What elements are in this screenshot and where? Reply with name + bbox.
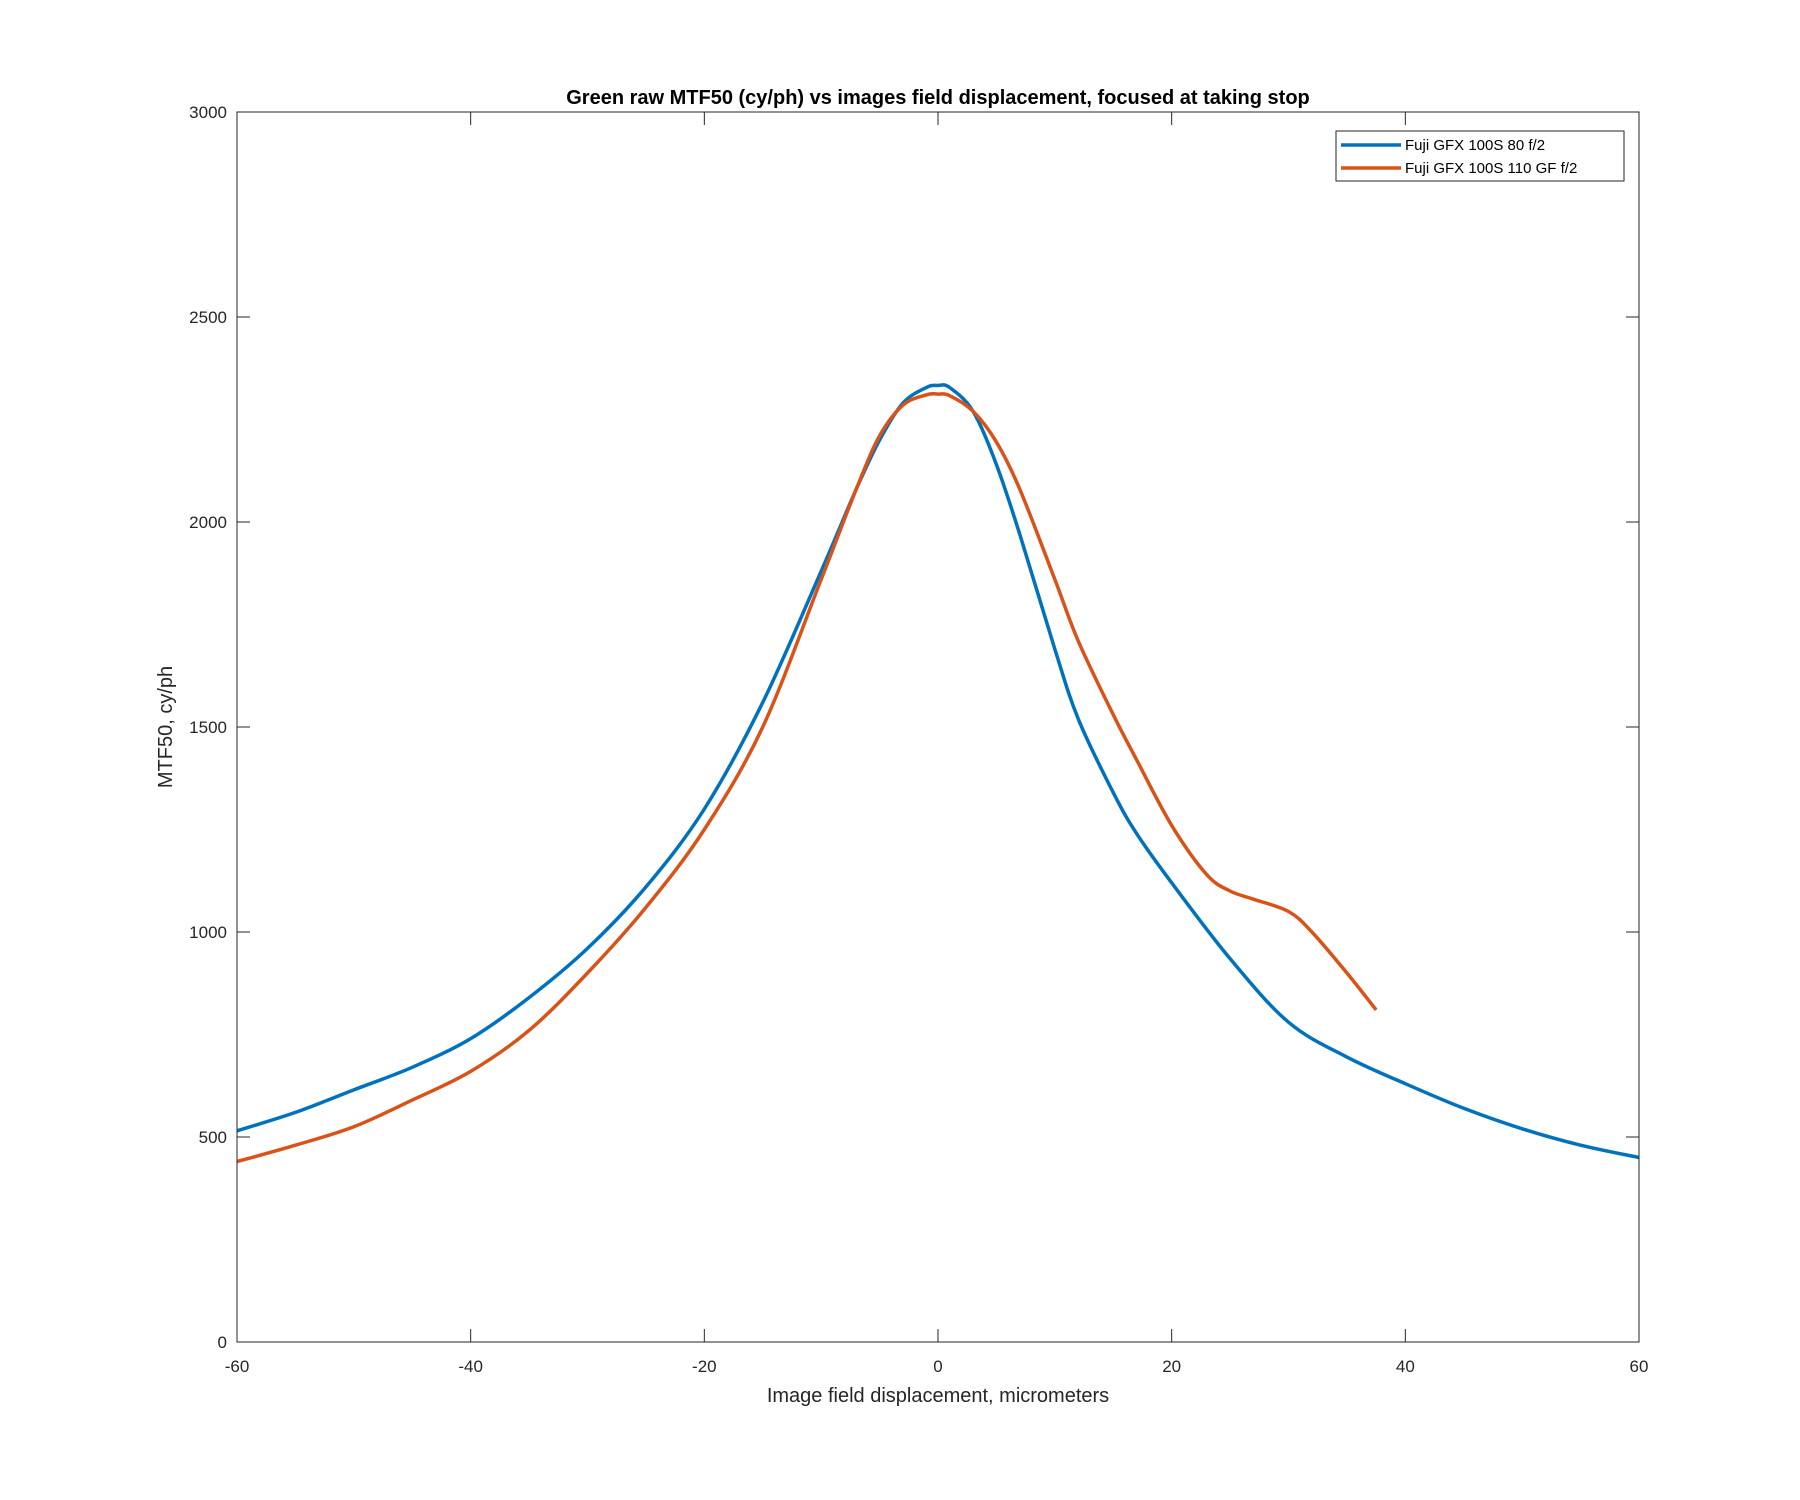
legend-label-110: Fuji GFX 100S 110 GF f/2 — [1405, 160, 1577, 177]
y-tick-label: 500 — [199, 1128, 227, 1147]
legend-box — [1335, 130, 1625, 182]
y-tick-label: 1000 — [189, 923, 227, 942]
legend-label-80: Fuji GFX 100S 80 f/2 — [1405, 137, 1545, 154]
x-tick-label: 40 — [1396, 1357, 1415, 1376]
tick-layer: -60 -40 -20 0 20 40 60 0 500 1000 1500 2000 2500 3000 — [189, 103, 1648, 1376]
y-axis-label: MTF50, cy/ph — [155, 666, 177, 788]
series-line-0 — [236, 383, 1640, 1160]
x-tick-label: 60 — [1630, 1357, 1649, 1376]
x-tick-label: 20 — [1162, 1357, 1181, 1376]
x-tick-label: -40 — [458, 1357, 483, 1376]
chart-title: Green raw MTF50 (cy/ph) vs images field … — [566, 87, 1310, 109]
x-tick-label: -60 — [225, 1357, 250, 1376]
y-tick-label: 1500 — [189, 718, 227, 737]
y-tick-label: 2000 — [189, 513, 227, 532]
x-tick-label: -20 — [692, 1357, 717, 1376]
legend: Fuji GFX 100S 80 f/2 Fuji GFX 100S 110 G… — [1335, 130, 1625, 182]
y-tick-label: 3000 — [189, 103, 227, 122]
plot-area — [237, 112, 1639, 1342]
y-tick-label: 2500 — [189, 308, 227, 327]
series-layer — [236, 383, 1640, 1164]
x-axis-label: Image field displacement, micrometers — [767, 1385, 1109, 1407]
x-tick-label: 0 — [933, 1357, 942, 1376]
series-line-1 — [236, 391, 1378, 1164]
y-tick-label: 0 — [218, 1333, 227, 1352]
